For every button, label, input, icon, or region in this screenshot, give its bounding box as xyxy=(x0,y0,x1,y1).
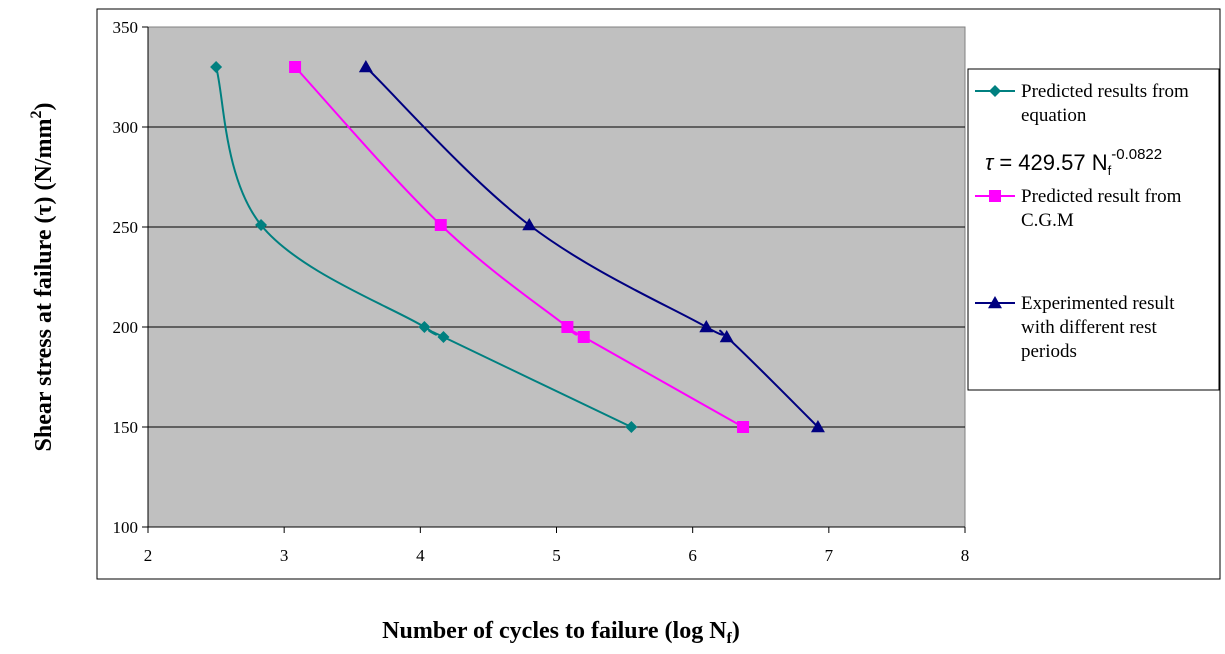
legend-entry-2: Predicted result from C.G.M xyxy=(975,186,1182,231)
legend-label: Predicted results from xyxy=(1021,81,1189,102)
y-tick-label: 100 xyxy=(113,518,139,537)
x-tick-label: 3 xyxy=(280,546,289,565)
data-point xyxy=(437,331,450,343)
legend-marker xyxy=(989,85,1001,97)
data-point xyxy=(210,61,223,73)
legend-label: equation xyxy=(1021,105,1087,126)
gridlines xyxy=(148,126,965,428)
x-tick-label: 6 xyxy=(688,546,697,565)
data-point xyxy=(719,330,734,343)
y-axis-title: Shear stress at failure (τ) (N/mm2) xyxy=(28,102,57,451)
legend-entry-1: Predicted results from equation xyxy=(975,81,1189,126)
series-3 xyxy=(358,60,825,433)
data-point xyxy=(434,219,447,231)
x-axis-title: Number of cycles to failure (log Nf) xyxy=(382,618,740,647)
equation-body: = 429.57 N xyxy=(993,150,1107,175)
series-layer xyxy=(210,60,825,433)
legend-box xyxy=(967,68,1220,391)
y-tick-label: 300 xyxy=(113,118,139,137)
equation-tau: τ xyxy=(985,150,995,175)
plot-area xyxy=(147,26,966,528)
legend-items: Predicted results fromequationPredicted … xyxy=(975,81,1189,362)
legend-marker xyxy=(988,296,1002,309)
legend-label: C.G.M xyxy=(1021,210,1074,231)
data-point xyxy=(255,219,268,231)
y-tick-label: 150 xyxy=(113,418,139,437)
data-point xyxy=(810,420,825,433)
data-point xyxy=(577,331,590,343)
legend-marker xyxy=(989,190,1001,202)
x-tick-label: 5 xyxy=(552,546,561,565)
legend-label: Experimented result xyxy=(1021,293,1175,314)
x-tick-label: 2 xyxy=(144,546,153,565)
legend-label: periods xyxy=(1021,341,1077,362)
series-1 xyxy=(210,61,638,433)
axes: 100 150 200 250 300 350 2 3 4 5 6 7 8 xyxy=(113,18,970,565)
y-tick-label: 200 xyxy=(113,318,139,337)
data-point xyxy=(522,218,537,231)
legend-label: Predicted result from xyxy=(1021,186,1182,207)
data-point xyxy=(699,320,714,333)
data-point xyxy=(625,421,638,433)
legend: Predicted results fromequationPredicted … xyxy=(967,68,1220,391)
legend-label: with different rest xyxy=(1021,317,1157,338)
series-2 xyxy=(289,61,750,433)
y-tick-label: 250 xyxy=(113,218,139,237)
legend-equation: τ = 429.57 Nf-0.0822 xyxy=(985,146,1162,178)
x-tick-label: 8 xyxy=(961,546,970,565)
data-point xyxy=(561,321,574,333)
data-point xyxy=(358,60,373,73)
x-tick-label: 4 xyxy=(416,546,425,565)
y-tick-label: 350 xyxy=(113,18,139,37)
series-line xyxy=(365,66,819,428)
data-point xyxy=(737,421,750,433)
equation-subscript: f xyxy=(1108,163,1112,178)
legend-entry-3: Experimented result with different rest pe… xyxy=(975,293,1175,362)
equation-exponent: -0.0822 xyxy=(1111,146,1162,163)
x-tick-label: 7 xyxy=(825,546,834,565)
data-point xyxy=(418,321,431,333)
data-point xyxy=(289,61,302,73)
